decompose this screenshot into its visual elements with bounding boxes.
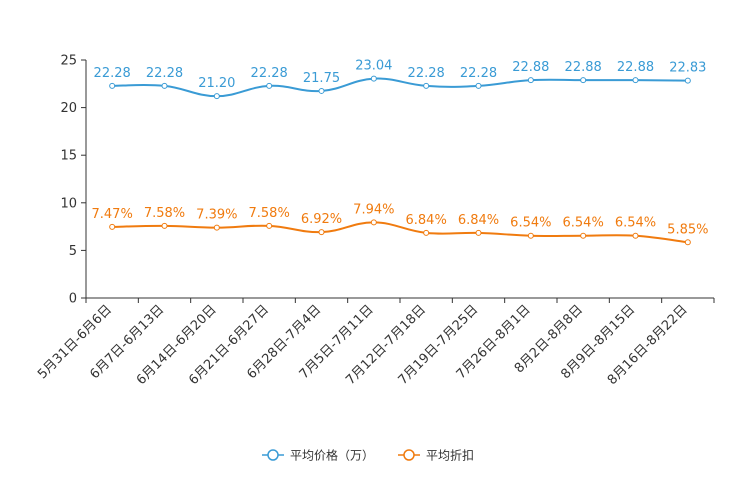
legend-item-0: 平均价格（万） (262, 448, 374, 463)
data-point (632, 77, 639, 84)
data-point (423, 82, 430, 89)
data-label: 7.58% (144, 206, 185, 221)
y-tick-label: 15 (60, 149, 77, 164)
data-point (161, 222, 168, 229)
data-label: 6.54% (563, 216, 604, 231)
data-label: 6.54% (615, 216, 656, 231)
data-label: 6.92% (301, 212, 342, 227)
data-label: 22.28 (146, 66, 183, 81)
data-point (527, 77, 534, 84)
data-point (684, 239, 691, 246)
data-label: 7.39% (196, 208, 237, 223)
legend: 平均价格（万） 平均折扣 (262, 448, 474, 463)
data-point (580, 232, 587, 239)
series-line (112, 221, 688, 244)
data-label: 7.58% (249, 206, 290, 221)
legend-label: 平均折扣 (426, 448, 474, 463)
data-label: 22.28 (460, 66, 497, 81)
data-point (475, 82, 482, 89)
data-point (266, 222, 273, 229)
data-label: 22.28 (94, 66, 131, 81)
y-tick-label: 0 (69, 292, 77, 307)
y-tick-label: 5 (69, 244, 77, 259)
data-label: 6.54% (510, 216, 551, 231)
data-label: 6.84% (406, 213, 447, 228)
data-label: 22.83 (669, 61, 706, 76)
data-point (370, 75, 377, 82)
data-point (684, 77, 691, 84)
series-layer: 22.28 22.28 21.20 22.28 21.75 23.04 22.28 22.28… (92, 59, 708, 246)
legend-marker (267, 449, 279, 461)
data-label: 7.94% (353, 202, 394, 217)
data-point (213, 224, 220, 231)
data-label: 23.04 (355, 59, 392, 74)
y-tick-label: 20 (60, 101, 77, 116)
data-label: 22.88 (565, 60, 602, 75)
series-line (112, 77, 688, 98)
data-point (370, 219, 377, 226)
data-label: 6.84% (458, 213, 499, 228)
data-point (318, 229, 325, 236)
series-1: 7.47% 7.58% 7.39% 7.58% 6.92% 7.94% 6.84% 6.84%… (92, 202, 708, 246)
data-label: 7.47% (92, 207, 133, 222)
data-point (109, 223, 116, 230)
data-point (109, 82, 116, 89)
data-point (632, 232, 639, 239)
data-label: 21.75 (303, 71, 340, 86)
y-tick-label: 25 (60, 54, 77, 69)
legend-label: 平均价格（万） (290, 448, 374, 463)
data-point (161, 82, 168, 89)
data-point (266, 82, 273, 89)
data-point (423, 229, 430, 236)
series-0: 22.28 22.28 21.20 22.28 21.75 23.04 22.28 22.28… (94, 59, 706, 100)
data-point (527, 232, 534, 239)
data-point (580, 77, 587, 84)
legend-item-1: 平均折扣 (398, 448, 474, 463)
data-label: 22.28 (251, 66, 288, 81)
data-label: 5.85% (667, 222, 708, 237)
data-label: 21.20 (198, 76, 235, 91)
y-tick-label: 10 (60, 196, 77, 211)
data-point (475, 229, 482, 236)
data-label: 22.28 (408, 66, 445, 81)
data-label: 22.88 (512, 60, 549, 75)
legend-marker (403, 449, 415, 461)
data-point (318, 87, 325, 94)
data-point (213, 93, 220, 100)
data-label: 22.88 (617, 60, 654, 75)
